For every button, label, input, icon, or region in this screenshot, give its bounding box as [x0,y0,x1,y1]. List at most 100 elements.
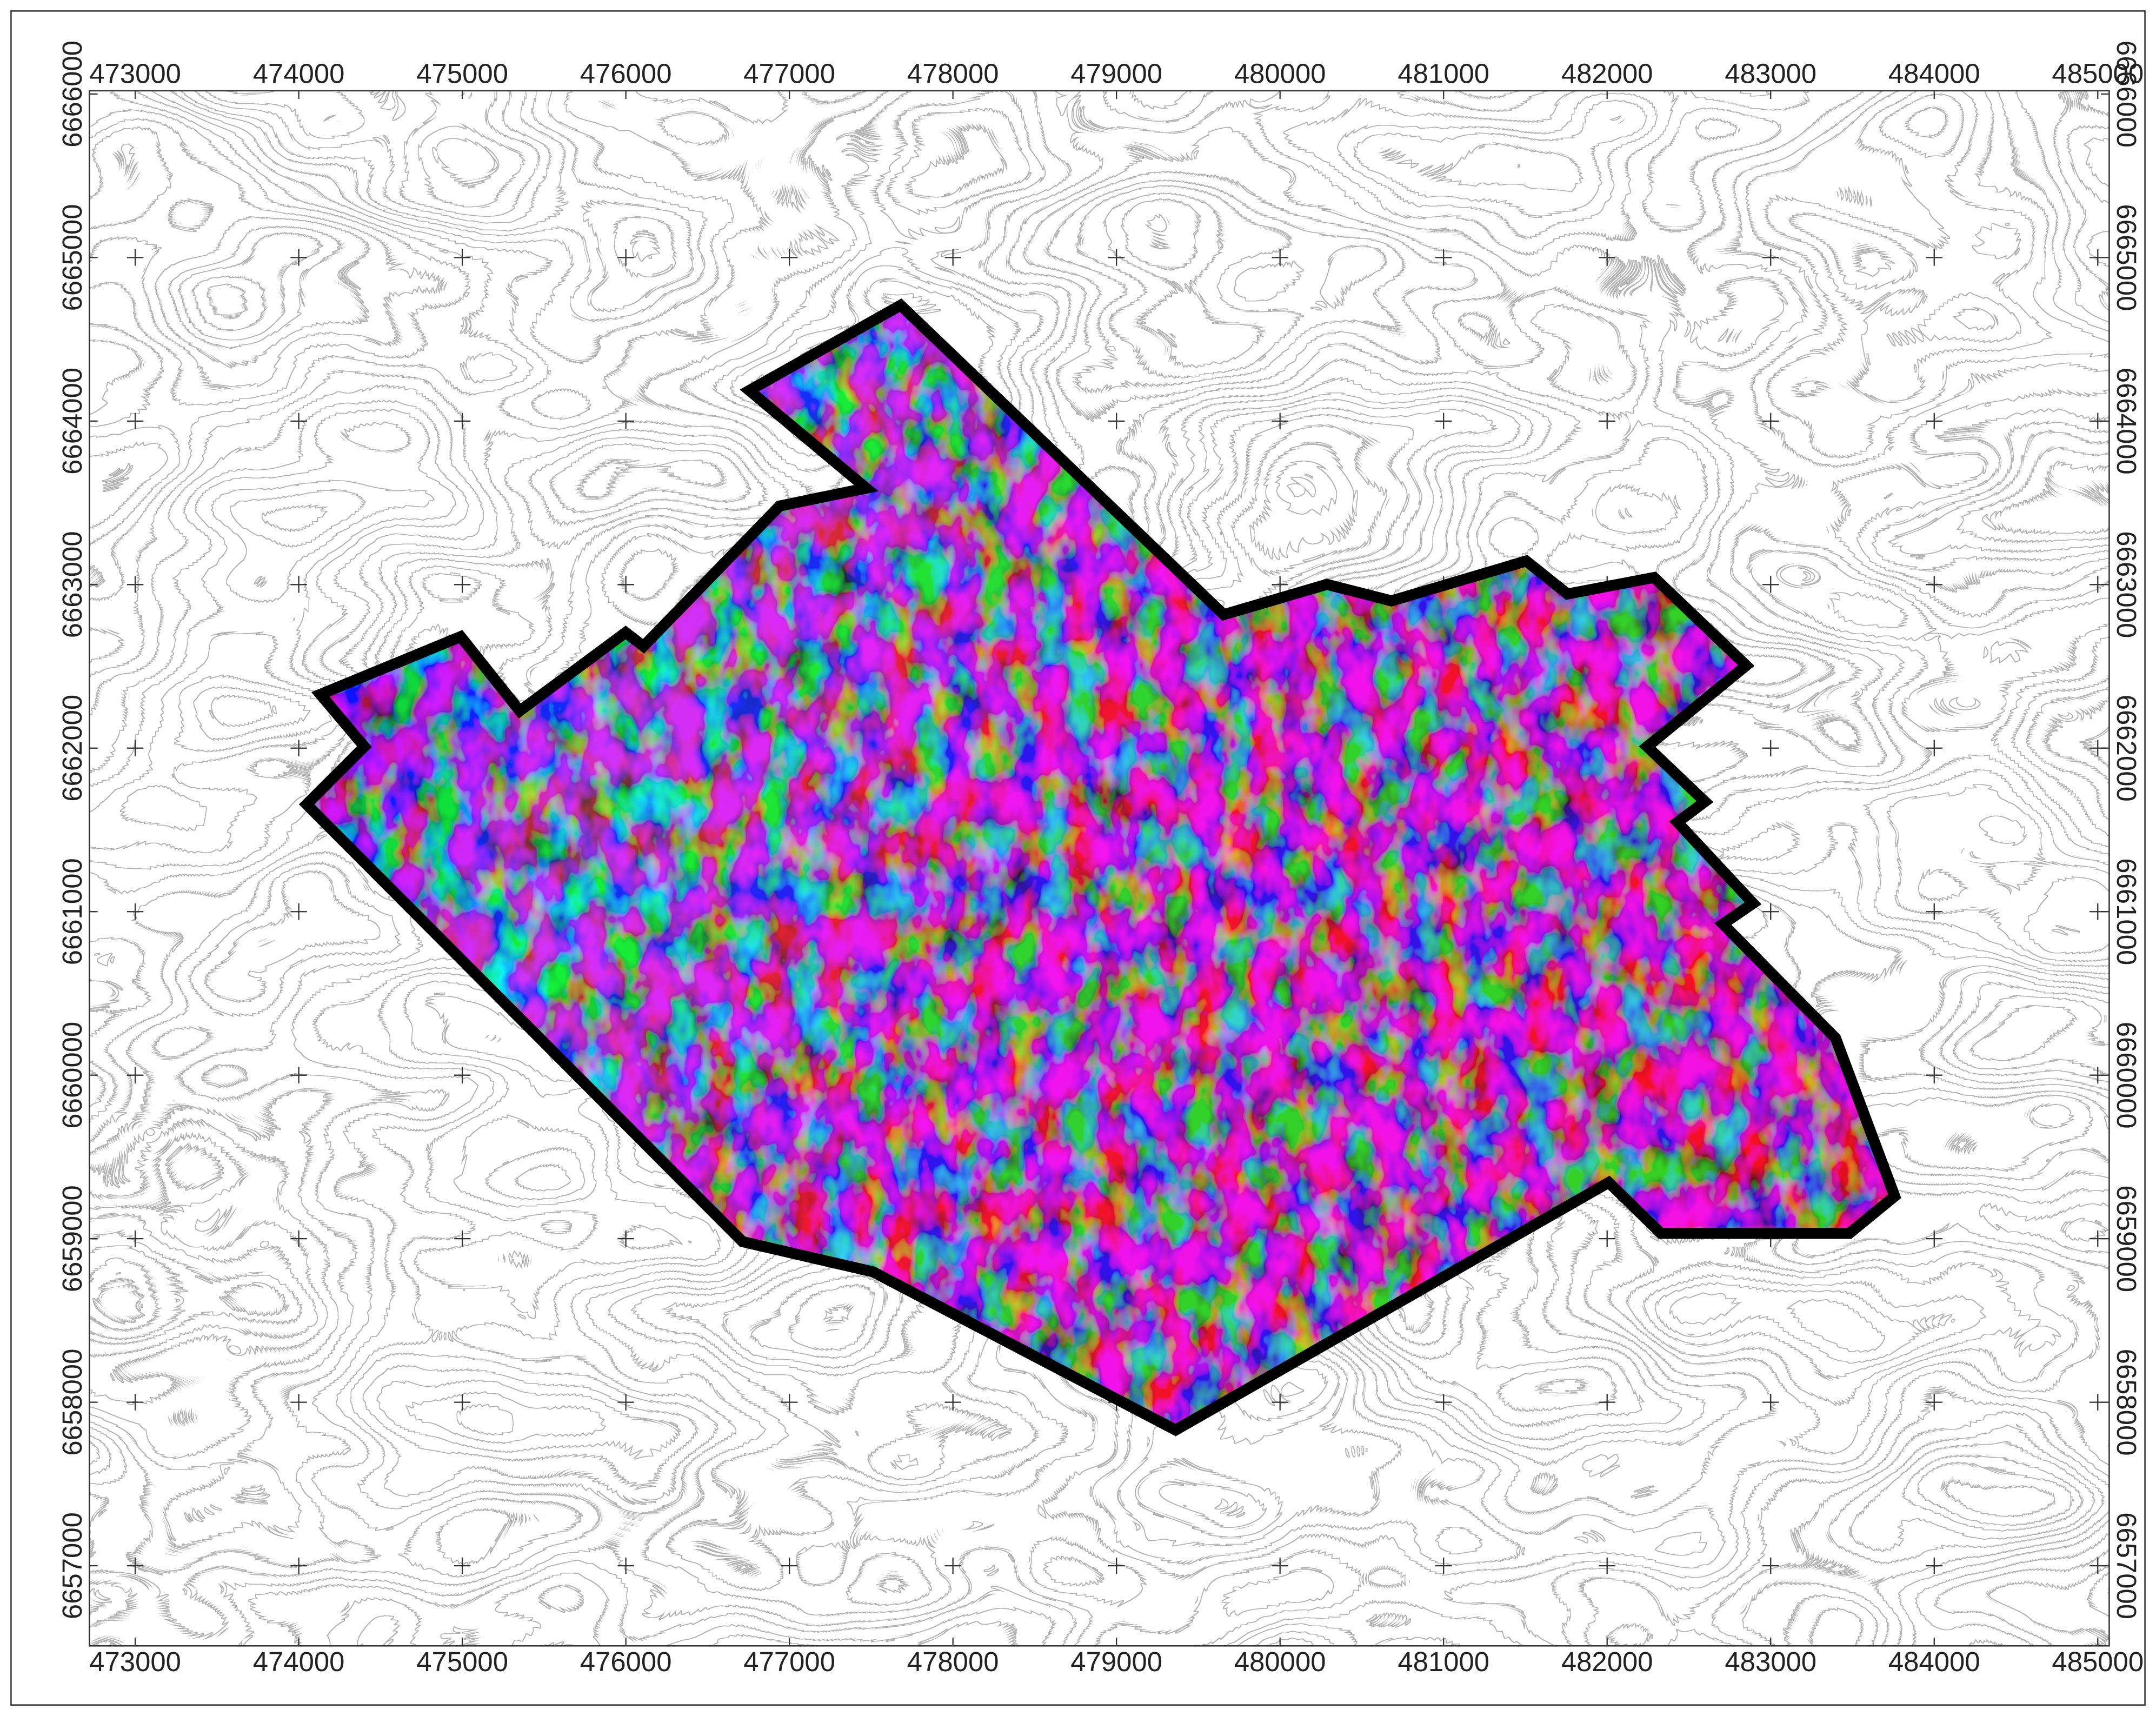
grid-cross [1272,1557,1288,1574]
grid-cross [290,1557,307,1574]
grid-cross [290,1394,307,1411]
x-tick-label-top: 473000 [89,58,181,89]
y-tick-label-left: 6664000 [57,368,88,475]
x-tick-label-bottom: 484000 [1888,1646,1980,1677]
x-tick-label-top: 478000 [907,58,999,89]
x-tick-label-bottom: 474000 [253,1646,345,1677]
y-tick-label-right: 6657000 [2111,1512,2142,1619]
grid-cross [1272,1394,1288,1411]
x-tick-label-bottom: 480000 [1234,1646,1326,1677]
grid-cross [1599,1230,1615,1247]
y-tick-label-right: 6662000 [2111,695,2142,802]
grid-cross [290,576,307,593]
grid-cross [454,1394,471,1411]
grid-cross [290,1067,307,1083]
x-tick-label-top: 481000 [1398,58,1489,89]
grid-cross [1272,576,1288,593]
grid-cross [127,1067,144,1083]
grid-cross [944,1557,961,1574]
x-tick-label-top: 483000 [1725,58,1816,89]
grid-cross [617,1230,634,1247]
y-tick-label-right: 6663000 [2111,531,2142,638]
grid-cross [1599,249,1615,266]
y-tick-label-left: 6659000 [57,1185,88,1292]
survey-boundary [298,298,1901,1436]
grid-cross [1926,1067,1943,1083]
grid-cross [1926,1557,1943,1574]
x-tick-label-top: 476000 [580,58,672,89]
grid-cross [781,1557,798,1574]
y-tick-label-right: 6658000 [2111,1349,2142,1456]
y-tick-label-right: 6661000 [2111,858,2142,965]
grid-cross [454,413,471,430]
grid-cross [290,1230,307,1247]
grid-cross [1926,576,1943,593]
grid-cross [1926,413,1943,430]
grid-cross [1435,1557,1452,1574]
y-tick-label-left: 6661000 [57,858,88,965]
grid-cross [454,1067,471,1083]
grid-cross [1435,249,1452,266]
map-frame [89,90,2110,1647]
grid-cross [1272,413,1288,430]
y-tick-label-right: 6660000 [2111,1022,2142,1129]
y-tick-label-left: 6663000 [57,531,88,638]
x-tick-label-bottom: 475000 [416,1646,508,1677]
x-tick-label-top: 474000 [253,58,345,89]
x-tick-label-top: 480000 [1234,58,1326,89]
x-tick-label-bottom: 485000 [2052,1646,2144,1677]
grid-cross [1599,413,1615,430]
grid-cross [1762,576,1779,593]
grid-cross [290,413,307,430]
grid-cross [1926,740,1943,757]
x-tick-label-bottom: 473000 [89,1646,181,1677]
grid-cross [944,249,961,266]
grid-cross [1435,413,1452,430]
x-tick-label-bottom: 481000 [1398,1646,1489,1677]
x-tick-label-bottom: 483000 [1725,1646,1816,1677]
grid-cross [781,1394,798,1411]
y-tick-label-right: 6666000 [2111,41,2142,148]
grid-cross [127,249,144,266]
grid-cross [617,249,634,266]
y-tick-label-right: 6665000 [2111,204,2142,311]
y-tick-label-left: 6665000 [57,204,88,311]
grid-cross [1599,1557,1615,1574]
grid-cross [127,1230,144,1247]
grid-cross [290,249,307,266]
x-tick-label-top: 475000 [416,58,508,89]
y-tick-label-left: 6658000 [57,1349,88,1456]
grid-cross [1108,1557,1125,1574]
y-tick-label-left: 6662000 [57,695,88,802]
grid-cross [617,413,634,430]
grid-cross [1762,740,1779,757]
grid-cross [1926,249,1943,266]
grid-cross [1762,903,1779,920]
grid-cross [1272,249,1288,266]
grid-cross [454,249,471,266]
y-tick-label-right: 6664000 [2111,368,2142,475]
x-tick-label-top: 477000 [743,58,835,89]
x-tick-label-top: 482000 [1561,58,1653,89]
grid-cross [127,576,144,593]
y-tick-label-left: 6660000 [57,1022,88,1129]
grid-cross [290,903,307,920]
grid-cross [1762,1557,1779,1574]
grid-cross [1926,903,1943,920]
x-tick-label-top: 484000 [1888,58,1980,89]
x-tick-label-bottom: 476000 [580,1646,672,1677]
grid-cross [454,1557,471,1574]
y-tick-label-left: 6666000 [57,41,88,148]
y-tick-label-left: 6657000 [57,1512,88,1619]
grid-cross [781,249,798,266]
grid-cross [454,576,471,593]
grid-cross [127,1557,144,1574]
x-tick-label-bottom: 477000 [743,1646,835,1677]
grid-cross [617,1557,634,1574]
grid-cross [617,1394,634,1411]
grid-cross [290,740,307,757]
grid-cross [1926,1394,1943,1411]
grid-cross [1108,249,1125,266]
